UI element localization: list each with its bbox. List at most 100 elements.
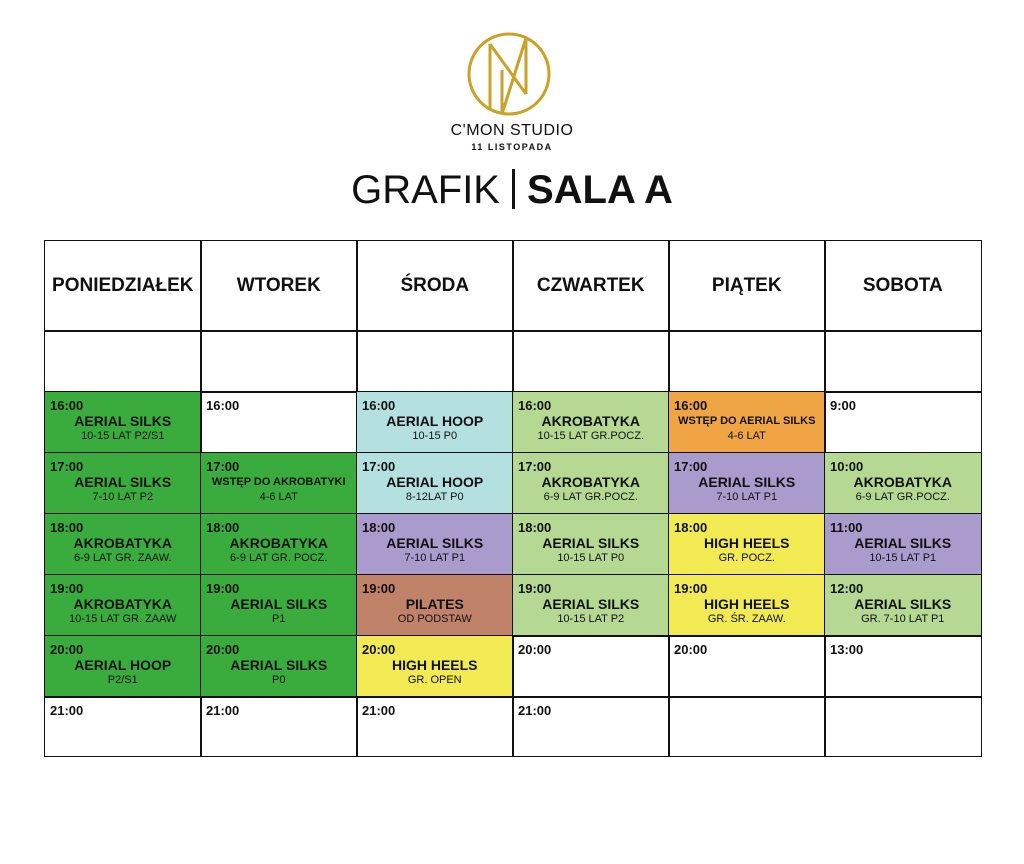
class-cell: 17:00 AERIAL HOOP 8-12LAT P0 (356, 452, 514, 515)
class-name: HIGH HEELS (391, 657, 478, 673)
class-cell: 19:00 HIGH HEELS GR. ŚR. ZAAW. (668, 574, 826, 637)
class-group: 4-6 LAT (259, 491, 298, 503)
time: 13:00 (830, 642, 864, 657)
time: 17:00 (362, 459, 396, 474)
logo (467, 32, 551, 116)
time: 16:00 (50, 398, 84, 413)
class-cell: 21:00 (356, 696, 514, 757)
class-cell: 21:00 (512, 696, 670, 757)
class-group: P1 (272, 613, 286, 625)
day-header: CZWARTEK (512, 240, 670, 332)
class-name: AKROBATYKA (73, 596, 172, 612)
class-name: AERIAL SILKS (854, 596, 952, 612)
class-cell: 21:00 (200, 696, 358, 757)
day-header: PONIEDZIAŁEK (44, 240, 202, 332)
class-cell: 18:00 AKROBATYKA 6-9 LAT GR. ZAAW. (44, 513, 202, 576)
class-group: 10-15 LAT P2/S1 (81, 430, 165, 442)
class-group: 10-15 LAT GR.POCZ. (537, 430, 645, 442)
class-cell: 19:00 AERIAL SILKS P1 (200, 574, 358, 637)
class-group: 10-15 P0 (412, 430, 458, 442)
class-group: GR. OPEN (407, 674, 462, 686)
class-name: AERIAL SILKS (542, 596, 640, 612)
class-cell: 20:00 AERIAL HOOP P2/S1 (44, 635, 202, 698)
time: 16:00 (674, 398, 708, 413)
time: 17:00 (674, 459, 708, 474)
class-name: HIGH HEELS (703, 535, 790, 551)
class-group: 7-10 LAT P1 (404, 552, 466, 564)
class-group: 6-9 LAT GR.POCZ. (855, 491, 950, 503)
class-cell: 18:00 AERIAL SILKS 7-10 LAT P1 (356, 513, 514, 576)
class-name: AERIAL SILKS (74, 413, 172, 429)
time: 18:00 (518, 520, 552, 535)
class-group: 10-15 LAT GR. ZAAW (69, 613, 177, 625)
time: 9:00 (830, 398, 857, 413)
class-cell: 16:00 AERIAL SILKS 10-15 LAT P2/S1 (44, 391, 202, 454)
empty-cell (824, 330, 982, 393)
class-cell: 18:00 HIGH HEELS GR. POCZ. (668, 513, 826, 576)
class-group: 10-15 LAT P2 (557, 613, 625, 625)
class-group: 10-15 LAT P1 (869, 552, 937, 564)
class-cell: 13:00 (824, 635, 982, 698)
class-group: GR. POCZ. (718, 552, 775, 564)
class-name: AKROBATYKA (541, 413, 640, 429)
class-name: AKROBATYKA (853, 474, 952, 490)
time: 16:00 (362, 398, 396, 413)
class-cell: 12:00 AERIAL SILKS GR. 7-10 LAT P1 (824, 574, 982, 637)
class-cell (668, 696, 826, 757)
class-group: 7-10 LAT P1 (716, 491, 778, 503)
time: 12:00 (830, 581, 864, 596)
class-name: AERIAL SILKS (230, 596, 328, 612)
time: 18:00 (206, 520, 240, 535)
class-name: AERIAL SILKS (542, 535, 640, 551)
class-cell: 17:00 AERIAL SILKS 7-10 LAT P2 (44, 452, 202, 515)
class-name: AKROBATYKA (73, 535, 172, 551)
class-group: P0 (272, 674, 286, 686)
page-title: GRAFIK SALA A (0, 168, 1024, 213)
class-cell (824, 696, 982, 757)
time: 21:00 (518, 703, 552, 718)
class-name: AKROBATYKA (229, 535, 328, 551)
time: 18:00 (674, 520, 708, 535)
class-group: OD PODSTAW (397, 613, 472, 625)
time: 19:00 (50, 581, 84, 596)
class-name: WSTĘP DO AERIAL SILKS (678, 415, 816, 427)
class-cell: 18:00 AKROBATYKA 6-9 LAT GR. POCZ. (200, 513, 358, 576)
time: 18:00 (50, 520, 84, 535)
class-name: PILATES (405, 596, 464, 612)
class-name: AERIAL HOOP (386, 474, 484, 490)
class-cell: 16:00 WSTĘP DO AERIAL SILKS 4-6 LAT (668, 391, 826, 454)
class-group: P2/S1 (107, 674, 138, 686)
class-name: AERIAL SILKS (698, 474, 796, 490)
class-cell: 20:00 (512, 635, 670, 698)
class-group: 4-6 LAT (727, 430, 766, 442)
time: 20:00 (50, 642, 84, 657)
class-group: GR. ŚR. ZAAW. (707, 613, 786, 625)
empty-cell (200, 330, 358, 393)
time: 11:00 (830, 520, 863, 535)
class-group: 7-10 LAT P2 (92, 491, 154, 503)
time: 17:00 (206, 459, 240, 474)
class-name: AERIAL SILKS (74, 474, 172, 490)
time: 16:00 (518, 398, 552, 413)
class-cell: 21:00 (44, 696, 202, 757)
class-group: 6-9 LAT GR. POCZ. (230, 552, 328, 564)
time: 17:00 (50, 459, 84, 474)
class-cell: 16:00 (200, 391, 358, 454)
class-name: AKROBATYKA (541, 474, 640, 490)
time: 19:00 (518, 581, 552, 596)
time: 21:00 (50, 703, 84, 718)
time: 19:00 (206, 581, 240, 596)
class-cell: 16:00 AKROBATYKA 10-15 LAT GR.POCZ. (512, 391, 670, 454)
time: 19:00 (362, 581, 396, 596)
class-cell: 17:00 AKROBATYKA 6-9 LAT GR.POCZ. (512, 452, 670, 515)
class-name: AERIAL HOOP (74, 657, 172, 673)
class-name: AERIAL SILKS (854, 535, 952, 551)
time: 18:00 (362, 520, 396, 535)
class-name: AERIAL SILKS (386, 535, 484, 551)
time: 16:00 (206, 398, 240, 413)
class-cell: 20:00 HIGH HEELS GR. OPEN (356, 635, 514, 698)
class-cell: 17:00 WSTĘP DO AKROBATYKI 4-6 LAT (200, 452, 358, 515)
class-name: AERIAL SILKS (230, 657, 328, 673)
time: 21:00 (206, 703, 240, 718)
